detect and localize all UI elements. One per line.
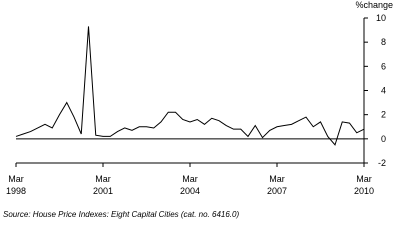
y-tick-label: 4: [381, 86, 386, 96]
y-tick-label: 8: [381, 37, 386, 47]
y-tick-label: 2: [381, 110, 386, 120]
x-tick-label: Mar 2010: [354, 174, 374, 196]
x-tick-label: Mar 2004: [180, 174, 200, 196]
y-tick-label: 10: [376, 13, 386, 23]
series-line: [15, 26, 365, 146]
source-note: Source: House Price Indexes: Eight Capit…: [3, 210, 239, 219]
x-tick-label: Mar 2001: [93, 174, 113, 196]
y-axis-label: %change: [355, 0, 393, 10]
x-tick-label: Mar 1998: [6, 174, 26, 196]
chart: %change Source: House Price Indexes: Eig…: [3, 0, 393, 219]
y-tick-label: -2: [378, 158, 386, 168]
y-tick-label: 0: [381, 134, 386, 144]
x-tick-label: Mar 2007: [267, 174, 287, 196]
y-tick-label: 6: [381, 61, 386, 71]
